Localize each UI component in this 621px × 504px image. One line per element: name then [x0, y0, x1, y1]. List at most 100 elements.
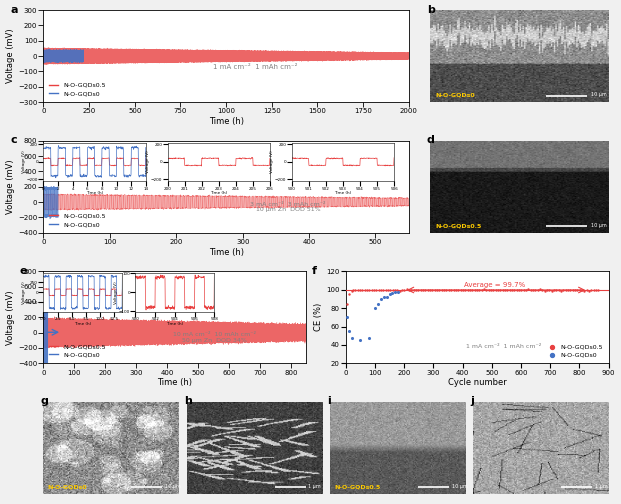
Text: e: e	[20, 266, 27, 276]
Text: 1 μm: 1 μm	[595, 484, 608, 489]
Y-axis label: Voltage (mV): Voltage (mV)	[6, 290, 15, 345]
Text: 1 mA cm⁻²  1 mAh cm⁻²: 1 mA cm⁻² 1 mAh cm⁻²	[213, 64, 297, 70]
Point	[376, 286, 386, 294]
Point	[453, 286, 463, 294]
Point	[362, 286, 372, 294]
Point	[350, 286, 360, 294]
Point	[465, 286, 475, 294]
Text: f: f	[312, 266, 317, 276]
Point	[488, 286, 498, 294]
Point	[355, 286, 365, 294]
Point	[379, 293, 389, 301]
Point	[427, 286, 437, 294]
Point	[392, 286, 402, 294]
Text: 10 μm: 10 μm	[165, 484, 181, 489]
Point	[376, 295, 386, 303]
Point	[491, 286, 501, 294]
Point	[496, 286, 505, 294]
Point	[524, 285, 533, 293]
Point	[509, 286, 519, 294]
Point	[493, 286, 503, 294]
Point	[378, 286, 388, 294]
Point	[574, 286, 584, 294]
Point	[407, 285, 417, 293]
Point	[486, 286, 496, 294]
Point	[423, 286, 433, 294]
Point	[505, 286, 515, 294]
Point	[474, 286, 484, 294]
Point	[469, 286, 479, 294]
Point	[565, 286, 575, 294]
Point	[451, 286, 461, 294]
Point	[390, 286, 400, 294]
Point	[388, 289, 397, 297]
Point	[437, 286, 446, 294]
Point	[458, 286, 468, 294]
Point	[444, 286, 454, 294]
Point	[460, 286, 470, 294]
X-axis label: Time (h): Time (h)	[209, 247, 243, 257]
Point	[582, 286, 592, 294]
Point	[530, 286, 540, 294]
Point	[411, 286, 421, 294]
Point	[404, 286, 414, 294]
Point	[435, 286, 445, 294]
Point	[384, 290, 394, 298]
Point	[347, 334, 356, 342]
Y-axis label: Voltage (mV): Voltage (mV)	[6, 29, 15, 83]
Text: 10 μm: 10 μm	[451, 484, 468, 489]
Point	[432, 286, 442, 294]
Y-axis label: CE (%): CE (%)	[314, 303, 323, 332]
Point	[397, 286, 407, 294]
Text: h: h	[184, 397, 192, 406]
Point	[446, 286, 456, 294]
Point	[507, 286, 517, 294]
Text: 1 μm: 1 μm	[309, 484, 321, 489]
Y-axis label: Voltage (mV): Voltage (mV)	[6, 159, 15, 214]
Point	[558, 286, 568, 294]
Point	[584, 286, 594, 294]
Text: c: c	[11, 135, 17, 145]
Point	[497, 286, 507, 294]
Point	[476, 286, 486, 294]
Point	[563, 286, 573, 294]
Text: 10 mA cm⁻²  10 mAh cm⁻²
50 μm Zn  DOD 34%: 10 mA cm⁻² 10 mAh cm⁻² 50 μm Zn DOD 34%	[173, 332, 256, 343]
Text: 3 mA cm⁻²  3 mAh cm⁻²
10 μm Zn  DOD 51%: 3 mA cm⁻² 3 mAh cm⁻² 10 μm Zn DOD 51%	[250, 202, 326, 212]
Text: Average = 99.7%: Average = 99.7%	[464, 282, 525, 288]
Point	[342, 313, 352, 322]
Point	[364, 334, 374, 342]
Point	[463, 286, 473, 294]
X-axis label: Time (h): Time (h)	[157, 379, 193, 388]
Point	[342, 299, 352, 307]
Point	[533, 286, 543, 294]
Point	[589, 286, 599, 294]
X-axis label: Time (h): Time (h)	[209, 117, 243, 126]
Point	[395, 286, 405, 294]
Text: N-O-GQDs0: N-O-GQDs0	[48, 484, 87, 489]
Point	[535, 285, 545, 293]
Point	[545, 286, 555, 294]
Point	[370, 304, 380, 312]
Point	[430, 286, 440, 294]
Point	[577, 286, 587, 294]
Point	[416, 286, 426, 294]
Text: 10 μm: 10 μm	[591, 92, 607, 97]
Text: N-O-GQDs0.5: N-O-GQDs0.5	[436, 223, 482, 228]
Text: a: a	[11, 5, 18, 15]
Point	[369, 286, 379, 294]
Point	[355, 336, 365, 344]
Point	[537, 285, 547, 293]
Point	[528, 286, 538, 294]
Point	[365, 286, 374, 294]
Point	[381, 286, 391, 294]
Point	[442, 286, 451, 294]
Point	[420, 286, 430, 294]
Point	[347, 287, 356, 295]
Point	[388, 286, 397, 294]
Point	[549, 286, 559, 294]
Legend: N-O-GQDs0.5, N-O-GQDs0: N-O-GQDs0.5, N-O-GQDs0	[47, 211, 109, 229]
Text: 10 μm: 10 μm	[591, 223, 607, 228]
X-axis label: Cycle number: Cycle number	[448, 379, 507, 388]
Point	[448, 286, 458, 294]
Point	[425, 286, 435, 294]
